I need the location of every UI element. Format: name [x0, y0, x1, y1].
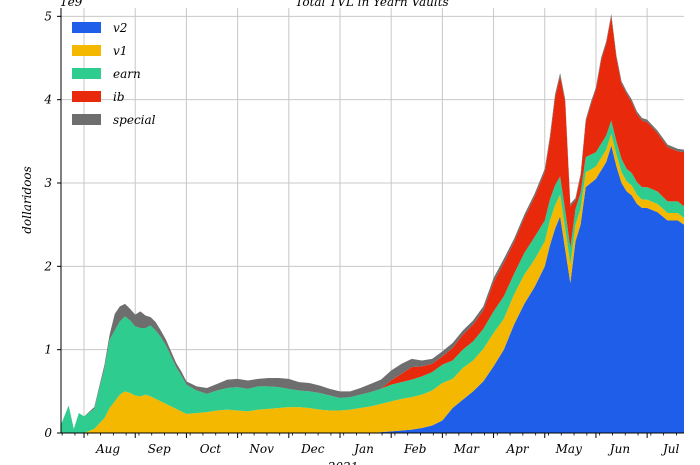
- legend-swatch-earn: [72, 68, 101, 79]
- y-tick-label: 4: [43, 93, 52, 107]
- x-tick-label: Jun: [607, 442, 630, 456]
- y-tick-label: 3: [44, 176, 52, 190]
- x-tick-label: Oct: [200, 442, 222, 456]
- area-series: [61, 13, 684, 433]
- y-tick-label: 2: [43, 259, 52, 273]
- x-tick-label: Nov: [248, 442, 274, 456]
- legend-swatch-ib: [72, 91, 101, 102]
- x-tick-label: Mar: [453, 442, 480, 456]
- y-tick-label: 0: [44, 426, 52, 440]
- legend-label-ib: ib: [113, 90, 125, 104]
- legend-label-v1: v1: [113, 44, 127, 58]
- x-tick-label: Jul: [660, 442, 680, 456]
- area-v2: [61, 145, 684, 433]
- legend-label-earn: earn: [113, 67, 141, 81]
- y-scale-label: 1e9: [60, 0, 83, 9]
- x-tick-label: May: [555, 442, 582, 456]
- legend-label-special: special: [113, 113, 156, 127]
- x-tick-label: Sep: [148, 442, 171, 456]
- chart-title: Total TVL in Yearn Vaults: [295, 0, 448, 9]
- x-tick-label: Jan: [351, 442, 374, 456]
- x-tick-label: Apr: [506, 442, 530, 456]
- x-axis-year-label: 2021: [327, 460, 359, 465]
- y-tick-label: 1: [44, 343, 52, 357]
- legend: v2 v1 earn ib special: [72, 21, 156, 127]
- ticks: 0 1 2 3 4 5 Aug Sep Oct Nov Dec Jan Feb Mar Apr May Jun J…: [43, 9, 679, 456]
- legend-swatch-v1: [72, 45, 101, 56]
- x-tick-label: Aug: [95, 442, 120, 456]
- legend-swatch-special: [72, 114, 101, 125]
- y-axis-label: dollaridoos: [20, 166, 34, 234]
- x-tick-label: Dec: [300, 442, 325, 456]
- legend-swatch-v2: [72, 22, 101, 33]
- x-tick-label: Feb: [403, 442, 426, 456]
- area-v1: [61, 133, 684, 433]
- legend-label-v2: v2: [113, 21, 127, 35]
- y-tick-label: 5: [44, 9, 52, 23]
